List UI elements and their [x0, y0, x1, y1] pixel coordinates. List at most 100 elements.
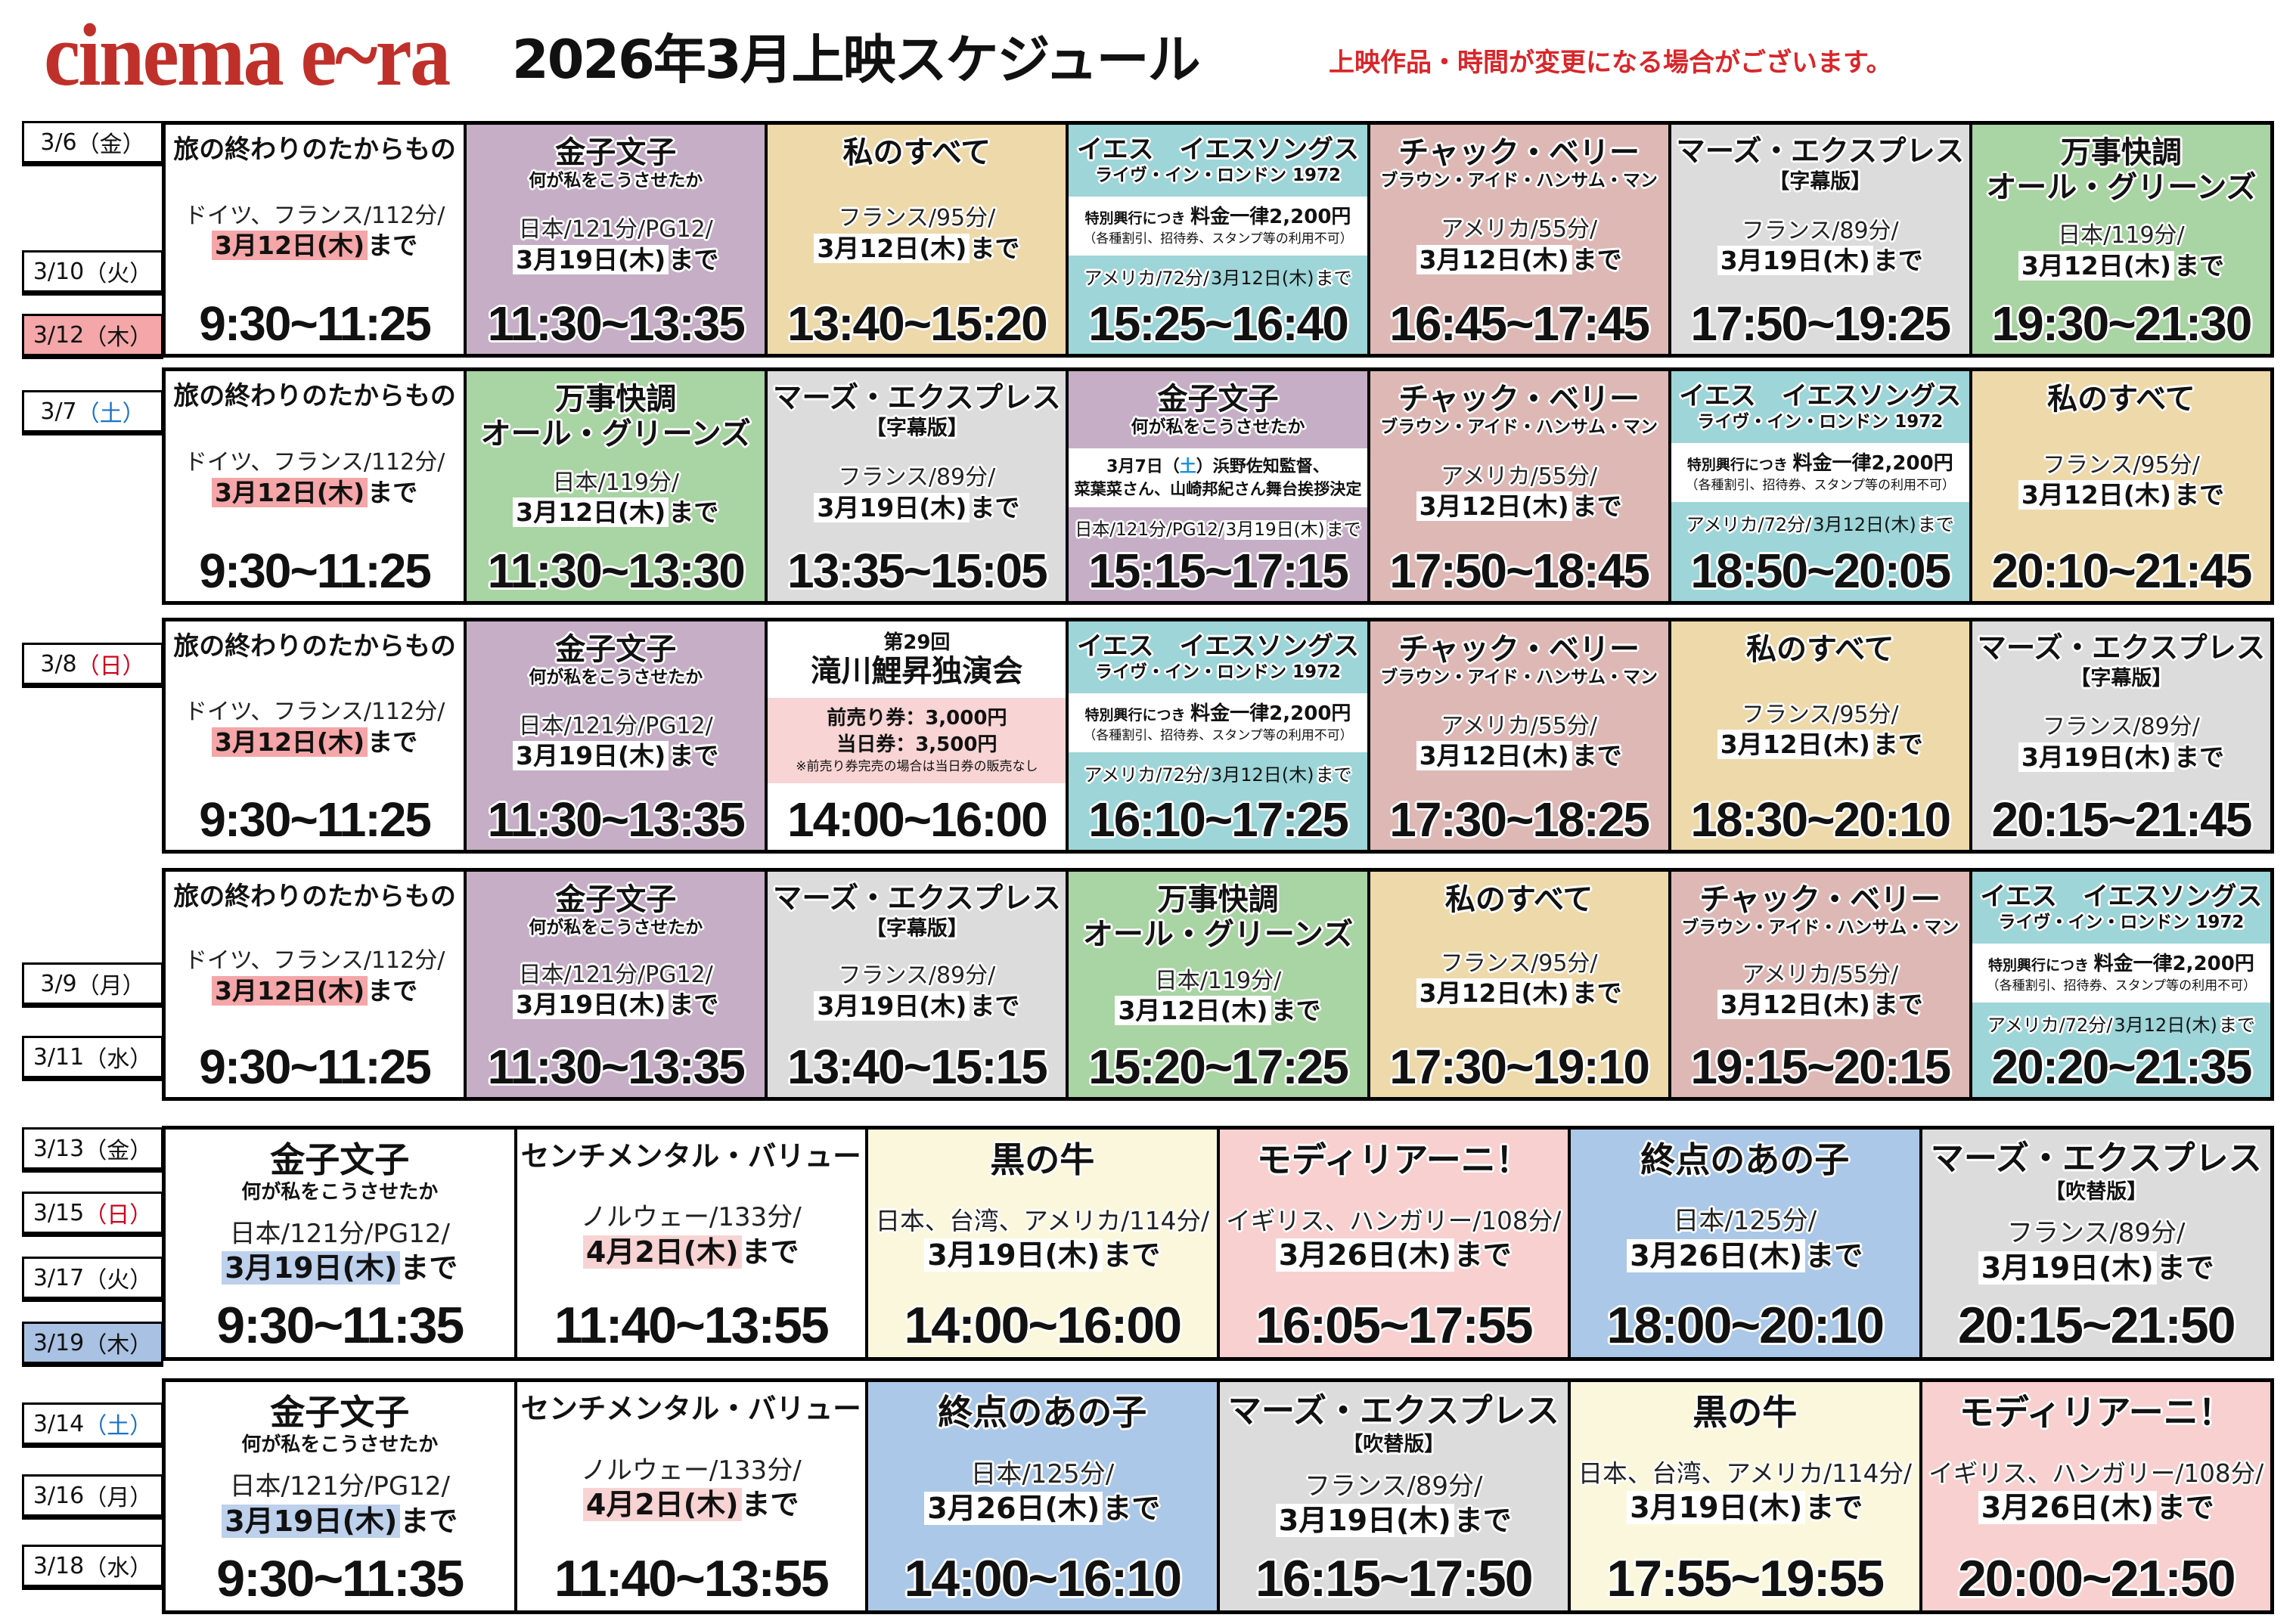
- version-tag: 【字幕版】: [865, 417, 968, 441]
- film-info: フランス/89分/: [838, 464, 996, 491]
- until-suffix: まで: [2218, 1014, 2255, 1036]
- showing-cell[interactable]: 黒の牛 日本、台湾、アメリカ/114分/3月19日(木) まで 14:00~16:00: [865, 1130, 1217, 1357]
- showing-cell[interactable]: チャック・ベリー ブラウン・アイド・ハンサム・マン アメリカ/55分/3月12日(木…: [1668, 872, 1969, 1097]
- showtime: 15:25~16:40: [1088, 296, 1349, 351]
- showtime: 18:50~20:05: [1690, 544, 1951, 598]
- date-text: 3/6: [40, 129, 77, 156]
- until-suffix: まで: [1872, 246, 1923, 276]
- showing-cell[interactable]: モディリアーニ！ イギリス、ハンガリー/108分/3月26日(木) まで 20:00~…: [1919, 1382, 2271, 1610]
- film-info: 日本/121分/PG12/: [229, 1471, 450, 1502]
- film-details: 日本/121分/PG12/3月19日(木) まで: [467, 940, 765, 1043]
- date-text: 3/11: [33, 1043, 85, 1071]
- showing-cell[interactable]: 金子文子 何が私をこうさせたか 日本/121分/PG12/3月19日(木) まで 9:3…: [166, 1382, 514, 1610]
- showing-cell[interactable]: チャック・ベリー ブラウン・アイド・ハンサム・マン アメリカ/55分/3月12日(木…: [1367, 371, 1668, 601]
- showing-cell[interactable]: イエス イエスソングス ライヴ・イン・ロンドン 1972 特別興行につき 料金一律2…: [1668, 371, 1969, 601]
- showing-cell[interactable]: センチメンタル・バリュー ノルウェー/133分/4月2日(木) まで 11:40~13…: [513, 1382, 865, 1610]
- showing-cell[interactable]: マーズ・エクスプレス 【字幕版】 フランス/89分/3月19日(木) まで 20:15~…: [1969, 621, 2270, 850]
- showing-cell[interactable]: 金子文子 何が私をこうさせたか 日本/121分/PG12/3月19日(木) まで 11:…: [464, 872, 765, 1097]
- showing-cell[interactable]: 私のすべて フランス/95分/3月12日(木) まで 17:30~19:10: [1367, 872, 1668, 1097]
- film-title: マーズ・エクスプレス: [1676, 135, 1965, 169]
- until-suffix: まで: [368, 727, 418, 757]
- showing-cell[interactable]: イエス イエスソングス ライヴ・イン・ロンドン 1972 特別興行につき 料金一律2…: [1066, 621, 1367, 850]
- date-label: 3/9月: [22, 962, 163, 1008]
- showing-cell[interactable]: 私のすべて フランス/95分/3月12日(木) まで 20:10~21:45: [1969, 371, 2270, 601]
- showing-cell[interactable]: 旅の終わりのたからもの ドイツ、フランス/112分/3月12日(木) まで 9:30~…: [166, 125, 464, 354]
- film-info: ドイツ、フランス/112分/: [184, 202, 445, 229]
- until-suffix: まで: [2173, 480, 2224, 510]
- version-tag: 【吹替版】: [2045, 1179, 2148, 1204]
- title-group: 金子文子 何が私をこうさせたか: [467, 882, 765, 940]
- showing-cell[interactable]: マーズ・エクスプレス 【吹替版】 フランス/89分/3月19日(木) まで 16:15~…: [1216, 1382, 1568, 1610]
- end-date: 3月12日(木): [1416, 244, 1572, 274]
- showing-cell[interactable]: 私のすべて フランス/95分/3月12日(木) まで 13:40~15:20: [765, 125, 1066, 354]
- until-suffix: まで: [1271, 996, 1321, 1026]
- film-title: マーズ・エクスプレス: [1977, 631, 2266, 665]
- showing-cell[interactable]: 私のすべて フランス/95分/3月12日(木) まで 18:30~20:10: [1668, 621, 1969, 850]
- title-group: 旅の終わりのたからもの: [166, 882, 464, 912]
- film-title: マーズ・エクスプレス: [1227, 1392, 1559, 1430]
- title-group: マーズ・エクスプレス 【字幕版】: [1671, 135, 1969, 195]
- film-info: ノルウェー/133分/: [580, 1202, 802, 1233]
- film-info: 日本/121分/PG12/: [1075, 520, 1224, 541]
- showing-cell[interactable]: イエス イエスソングス ライヴ・イン・ロンドン 1972 特別興行につき 料金一律2…: [1969, 872, 2270, 1097]
- showing-cell[interactable]: 終点のあの子 日本/125分/3月26日(木) まで 14:00~16:10: [865, 1382, 1217, 1610]
- showtime: 16:45~17:45: [1389, 296, 1650, 351]
- end-date: 3月12日(木): [2018, 480, 2174, 510]
- showing-cell[interactable]: チャック・ベリー ブラウン・アイド・ハンサム・マン アメリカ/55分/3月12日(木…: [1367, 125, 1668, 354]
- end-date: 3月12日(木): [1210, 764, 1314, 786]
- showing-cell[interactable]: 終点のあの子 日本/125分/3月26日(木) まで 18:00~20:10: [1568, 1130, 1919, 1357]
- showing-cell[interactable]: 黒の牛 日本、台湾、アメリカ/114分/3月19日(木) まで 17:55~19:55: [1568, 1382, 1919, 1610]
- end-date: 3月19日(木): [1224, 520, 1326, 541]
- film-title-line2: オール・グリーンズ: [1986, 170, 2257, 205]
- title-group: 私のすべて: [1671, 632, 1969, 667]
- film-details: フランス/89分/3月19日(木) まで: [1922, 1205, 2271, 1300]
- date-label: 3/17火: [22, 1257, 163, 1302]
- film-title: 滝川鯉昇独演会: [811, 653, 1023, 689]
- showing-cell[interactable]: 第29回 滝川鯉昇独演会 前売り券：3,000円 当日券：3,500円 ※前売り券完売の…: [765, 621, 1066, 850]
- run-until: 3月12日(木) まで: [1717, 989, 1923, 1021]
- showing-cell[interactable]: マーズ・エクスプレス 【字幕版】 フランス/89分/3月19日(木) まで 13:35~…: [765, 371, 1066, 601]
- showing-cell[interactable]: 旅の終わりのたからもの ドイツ、フランス/112分/3月12日(木) まで 9:30~…: [166, 872, 464, 1097]
- end-date: 3月12日(木): [1717, 730, 1873, 760]
- notice-line: 特別興行につき 料金一律2,200円: [1085, 701, 1351, 727]
- showing-cell[interactable]: センチメンタル・バリュー ノルウェー/133分/4月2日(木) まで 11:40~13…: [513, 1130, 865, 1357]
- showing-cell[interactable]: モディリアーニ！ イギリス、ハンガリー/108分/3月26日(木) まで 16:05~…: [1216, 1130, 1568, 1357]
- title-group: 私のすべて: [768, 135, 1066, 170]
- notice-text: 菜葉菜さん、山崎邦紀さん舞台挨拶決定: [1074, 479, 1362, 498]
- date-text: 3/8: [40, 650, 77, 677]
- end-date: 3月26日(木): [1978, 1491, 2157, 1525]
- end-date: 3月19日(木): [1717, 246, 1873, 276]
- showing-cell[interactable]: マーズ・エクスプレス 【字幕版】 フランス/89分/3月19日(木) まで 13:40~…: [765, 872, 1066, 1097]
- showing-cell[interactable]: 金子文子 何が私をこうさせたか 日本/121分/PG12/3月19日(木) まで 11:…: [464, 621, 765, 850]
- run-until: 4月2日(木) まで: [582, 1234, 799, 1271]
- showing-cell[interactable]: イエス イエスソングス ライヴ・イン・ロンドン 1972 特別興行につき 料金一律2…: [1066, 125, 1367, 354]
- film-details: フランス/89分/3月19日(木) まで: [768, 442, 1066, 547]
- date-label: 3/10火: [22, 250, 163, 296]
- showing-cell[interactable]: 万事快調 オール・グリーンズ 日本/119分/3月12日(木) まで 15:20~17:…: [1066, 872, 1367, 1097]
- showing-cell[interactable]: 金子文子 何が私をこうさせたか 日本/121分/PG12/3月19日(木) まで 9:3…: [166, 1130, 514, 1357]
- date-label: 3/12木: [22, 314, 163, 359]
- film-details: イギリス、ハンガリー/108分/3月26日(木) まで: [1922, 1433, 2271, 1553]
- film-info: 日本/121分/PG12/: [518, 712, 713, 739]
- showtime: 17:30~18:25: [1389, 792, 1650, 847]
- showing-cell[interactable]: 万事快調 オール・グリーンズ 日本/119分/3月12日(木) まで 11:30~13:…: [464, 371, 765, 601]
- notice-text: 土: [1179, 457, 1196, 476]
- showing-cell[interactable]: マーズ・エクスプレス 【字幕版】 フランス/89分/3月19日(木) まで 17:50~…: [1668, 125, 1969, 354]
- title-group: 金子文子 何が私をこうさせたか: [467, 632, 765, 690]
- run-until: 3月12日(木) まで: [814, 233, 1019, 265]
- showing-cell[interactable]: チャック・ベリー ブラウン・アイド・ハンサム・マン アメリカ/55分/3月12日(木…: [1367, 621, 1668, 850]
- end-date: 3月12日(木): [1813, 513, 1916, 535]
- showing-cell[interactable]: 旅の終わりのたからもの ドイツ、フランス/112分/3月12日(木) まで 9:30~…: [166, 621, 464, 850]
- showing-cell[interactable]: 旅の終わりのたからもの ドイツ、フランス/112分/3月12日(木) まで 9:30~…: [166, 371, 464, 601]
- showing-cell[interactable]: 万事快調 オール・グリーンズ 日本/119分/3月12日(木) まで 19:30~21:…: [1969, 125, 2270, 354]
- showing-cell[interactable]: 金子文子 何が私をこうさせたか 3月7日（土）浜野佐知監督、 菜葉菜さん、山崎邦紀さん…: [1066, 371, 1367, 601]
- notice-text: 料金一律2,200円: [2093, 952, 2254, 975]
- run-until: アメリカ/72分/3月12日(木)まで: [1084, 263, 1351, 290]
- run-until: 3月19日(木) まで: [513, 244, 718, 277]
- film-details: フランス/89分/3月19日(木) まで: [1972, 692, 2270, 795]
- until-suffix: まで: [1872, 730, 1923, 760]
- showing-cell[interactable]: 金子文子 何が私をこうさせたか 日本/121分/PG12/3月19日(木) まで 11:…: [464, 125, 765, 354]
- showing-cell[interactable]: マーズ・エクスプレス 【吹替版】 フランス/89分/3月19日(木) まで 20:15~…: [1919, 1130, 2271, 1357]
- end-date: 3月12日(木): [1416, 491, 1572, 522]
- until-suffix: まで: [1103, 1238, 1161, 1272]
